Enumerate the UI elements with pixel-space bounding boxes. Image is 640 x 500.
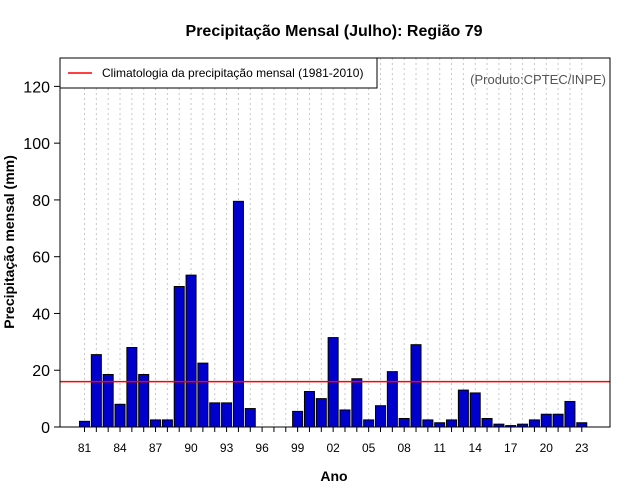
bar-2004 [351,378,363,428]
bar-2009 [410,344,422,428]
y-axis-label: Precipitação mensal (mm) [1,155,17,329]
x-tick-label-20: 20 [540,441,554,455]
bar-2006 [375,405,386,428]
bar-2012 [446,419,458,428]
bar-1990 [185,274,197,428]
x-axis-label: Ano [320,468,347,484]
bar-2014 [469,392,481,428]
bar-2001 [315,398,327,428]
bar-1981 [79,420,90,428]
bar-1984 [114,403,126,428]
legend-label-climatology: Climatologia da precipitação mensal (198… [102,66,363,80]
bar-1994 [232,200,244,428]
bar-1988 [161,419,173,428]
x-tick-label-17: 17 [504,441,518,455]
bar-2011 [434,422,446,428]
bar-1986 [138,373,150,428]
x-tick-label-02: 02 [326,441,340,455]
bar-2022 [564,400,576,428]
bar-2013 [457,389,469,428]
bar-1983 [102,373,114,428]
bar-1993 [221,402,233,428]
x-tick-label-14: 14 [469,441,483,455]
x-axis: 81 84 87 90 93 96 99 02 05 08 11 14 17 20 23 [78,427,589,455]
y-tick-label-40: 40 [32,306,50,323]
bar-1982 [90,354,102,428]
x-tick-label-08: 08 [398,441,412,455]
bar-2021 [552,413,564,428]
bar-1991 [197,362,209,428]
bar-2015 [481,417,493,428]
x-tick-label-93: 93 [220,441,234,455]
bar-1985 [126,347,138,428]
y-tick-label-20: 20 [32,363,50,380]
y-axis: 0 20 40 60 80 100 120 [23,79,60,437]
bar-1992 [209,402,221,428]
y-tick-label-80: 80 [32,193,50,210]
y-tick-label-60: 60 [32,250,50,267]
bar-2010 [422,419,434,428]
chart-title: Precipitação Mensal (Julho): Região 79 [186,23,483,40]
bar-2003 [339,409,351,428]
bar-2023 [576,422,588,428]
y-tick-label-120: 120 [23,79,50,96]
x-tick-label-87: 87 [149,441,163,455]
x-tick-label-96: 96 [255,441,269,455]
bar-2008 [398,417,410,428]
legend-box [59,57,378,89]
bar-1989 [173,285,185,428]
x-tick-label-23: 23 [575,441,589,455]
bar-1987 [150,419,162,428]
x-tick-label-11: 11 [433,441,446,455]
bar-2020 [540,413,552,428]
legend: Climatologia da precipitação mensal (198… [59,57,378,89]
credit-text: (Produto:CPTEC/INPE) [470,72,606,87]
y-tick-label-0: 0 [41,420,50,437]
x-tick-label-84: 84 [113,441,127,455]
bar-1999 [292,410,304,428]
grid-lines [84,58,583,427]
x-tick-label-05: 05 [362,441,376,455]
x-tick-label-99: 99 [291,441,305,455]
bar-2019 [528,419,540,428]
bar-1995 [244,408,256,428]
bar-2000 [303,391,315,428]
bar-2007 [386,371,398,428]
bar-2005 [363,419,375,428]
y-tick-label-100: 100 [23,136,50,153]
x-tick-label-81: 81 [78,441,92,455]
x-tick-label-90: 90 [184,441,198,455]
